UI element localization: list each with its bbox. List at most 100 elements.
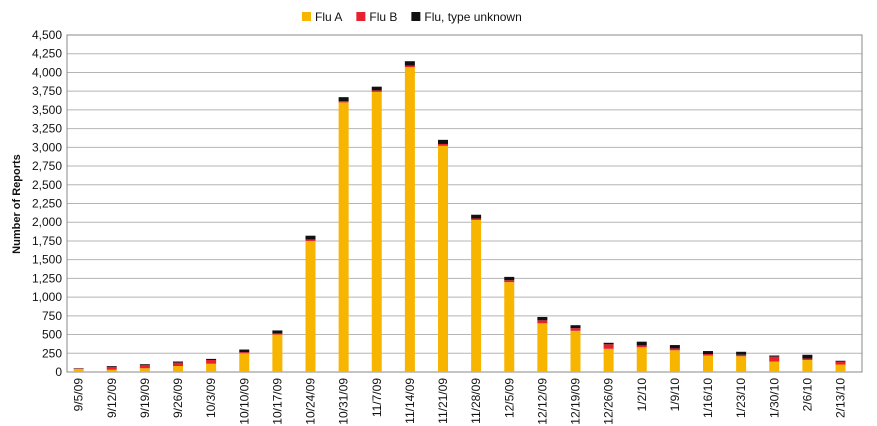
bar-segment — [669, 345, 680, 349]
legend-label: Flu A — [315, 10, 342, 24]
y-tick-label: 2,500 — [32, 178, 62, 192]
bar-segment — [139, 364, 150, 365]
bar-segment — [636, 345, 647, 348]
y-axis-label: Number of Reports — [11, 154, 23, 254]
x-tick-label: 12/12/09 — [535, 378, 549, 425]
bar-segment — [73, 369, 84, 372]
x-tick-label: 9/12/09 — [105, 378, 119, 418]
y-tick-label: 500 — [42, 328, 62, 342]
x-tick-label: 2/6/10 — [800, 378, 814, 412]
bar-segment — [206, 358, 217, 361]
x-tick-label: 10/24/09 — [304, 378, 318, 425]
bar-segment — [802, 360, 813, 372]
y-tick-label: 3,000 — [32, 140, 62, 154]
y-tick-label: 2,250 — [32, 197, 62, 211]
y-tick-label: 750 — [42, 309, 62, 323]
y-tick-label: 0 — [55, 365, 62, 379]
bar-segment — [504, 280, 515, 283]
bar-segment — [173, 361, 183, 363]
bar-segment — [438, 143, 448, 146]
bar-segment — [703, 355, 713, 372]
bar-segment — [537, 320, 548, 324]
x-tick-label: 9/19/09 — [138, 378, 152, 418]
bar-segment — [504, 276, 515, 281]
x-tick-label: 1/16/10 — [701, 378, 715, 418]
y-tick-label: 4,000 — [32, 65, 62, 79]
bar-segment — [835, 361, 846, 365]
x-tick-label: 10/10/09 — [237, 378, 251, 425]
bar-segment — [106, 369, 117, 372]
bar-segment — [272, 330, 283, 334]
bar-segment — [239, 352, 250, 354]
bar-segment — [139, 368, 150, 372]
x-tick-label: 1/30/10 — [767, 378, 781, 418]
bar-segment — [272, 334, 283, 372]
bar-segment — [703, 354, 713, 356]
y-tick-label: 3,750 — [32, 84, 62, 98]
bar-segment — [438, 145, 448, 372]
y-tick-label: 1,500 — [32, 253, 62, 267]
x-tick-label: 11/28/09 — [469, 378, 483, 424]
y-tick-label: 2,750 — [32, 159, 62, 173]
y-tick-label: 4,250 — [32, 47, 62, 61]
x-tick-label: 9/5/09 — [72, 378, 86, 412]
y-tick-label: 1,750 — [32, 234, 62, 248]
bar-segment — [404, 61, 415, 66]
bar-segment — [471, 214, 482, 219]
bar-segment — [636, 341, 647, 346]
x-tick-label: 11/21/09 — [436, 378, 450, 424]
bar-segment — [471, 218, 482, 220]
bar-segment — [570, 325, 581, 329]
bar-segment — [471, 219, 482, 372]
bar-segment — [835, 364, 846, 372]
legend-label: Flu B — [369, 10, 397, 24]
bar-segment — [438, 139, 448, 144]
x-tick-label: 12/26/09 — [602, 378, 616, 425]
bar-segment — [835, 360, 846, 362]
bar-segment — [603, 342, 614, 345]
bar-segment — [769, 355, 780, 357]
bar-segment — [736, 354, 747, 357]
bar-segment — [404, 67, 415, 373]
bar-segment — [769, 361, 780, 372]
y-tick-label: 1,000 — [32, 290, 62, 304]
bar-segment — [206, 363, 217, 372]
bar-segment — [239, 353, 250, 372]
x-tick-label: 10/17/09 — [270, 378, 284, 425]
bar-segment — [537, 323, 548, 372]
bar-segment — [669, 350, 680, 372]
bar-segment — [736, 351, 747, 355]
x-tick-label: 10/31/09 — [337, 378, 351, 425]
x-tick-label: 11/7/09 — [370, 378, 384, 417]
y-tick-label: 3,500 — [32, 103, 62, 117]
bar-segment — [305, 239, 316, 241]
bar-segment — [371, 91, 382, 372]
bar-segment — [305, 235, 316, 240]
bar-segment — [736, 356, 747, 372]
bar-segment — [139, 364, 150, 369]
bar-segment — [338, 97, 349, 102]
x-tick-label: 12/19/09 — [569, 378, 583, 425]
x-tick-label: 9/26/09 — [171, 378, 185, 418]
bar-segment — [305, 240, 316, 372]
legend-swatch — [302, 12, 311, 21]
bar-segment — [404, 65, 415, 68]
bar-segment — [603, 348, 614, 372]
legend-label: Flu, type unknown — [424, 10, 521, 24]
bar-segment — [272, 333, 283, 335]
legend-swatch — [411, 12, 421, 21]
bar-segment — [669, 348, 680, 351]
bar-segment — [338, 101, 349, 103]
bar-segment — [802, 358, 813, 361]
bar-segment — [206, 360, 217, 364]
x-tick-label: 10/3/09 — [204, 378, 218, 418]
x-tick-label: 1/9/10 — [668, 378, 682, 412]
x-tick-label: 12/5/09 — [502, 378, 516, 418]
x-tick-label: 1/23/10 — [734, 378, 748, 418]
bar-segment — [371, 86, 382, 91]
bar-segment — [570, 328, 581, 331]
x-tick-label: 1/2/10 — [635, 378, 649, 412]
y-tick-label: 3,250 — [32, 122, 62, 136]
y-tick-label: 1,250 — [32, 271, 62, 285]
